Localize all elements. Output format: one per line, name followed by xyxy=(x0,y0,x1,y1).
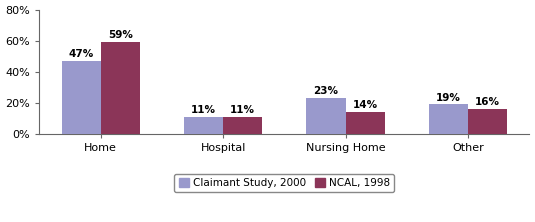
Text: 11%: 11% xyxy=(191,105,216,115)
Text: 59%: 59% xyxy=(108,30,133,40)
Bar xyxy=(429,104,468,134)
Text: 16%: 16% xyxy=(475,97,500,107)
Bar xyxy=(184,117,223,134)
Bar xyxy=(346,112,385,134)
Legend: Claimant Study, 2000, NCAL, 1998: Claimant Study, 2000, NCAL, 1998 xyxy=(174,174,394,192)
Bar xyxy=(468,109,507,134)
Text: 23%: 23% xyxy=(314,86,339,96)
Bar xyxy=(307,98,346,134)
Text: 19%: 19% xyxy=(436,93,461,103)
Text: 47%: 47% xyxy=(68,49,94,59)
Bar xyxy=(101,42,140,134)
Bar xyxy=(62,61,101,134)
Text: 11%: 11% xyxy=(230,105,255,115)
Text: 14%: 14% xyxy=(353,100,378,110)
Bar xyxy=(223,117,262,134)
